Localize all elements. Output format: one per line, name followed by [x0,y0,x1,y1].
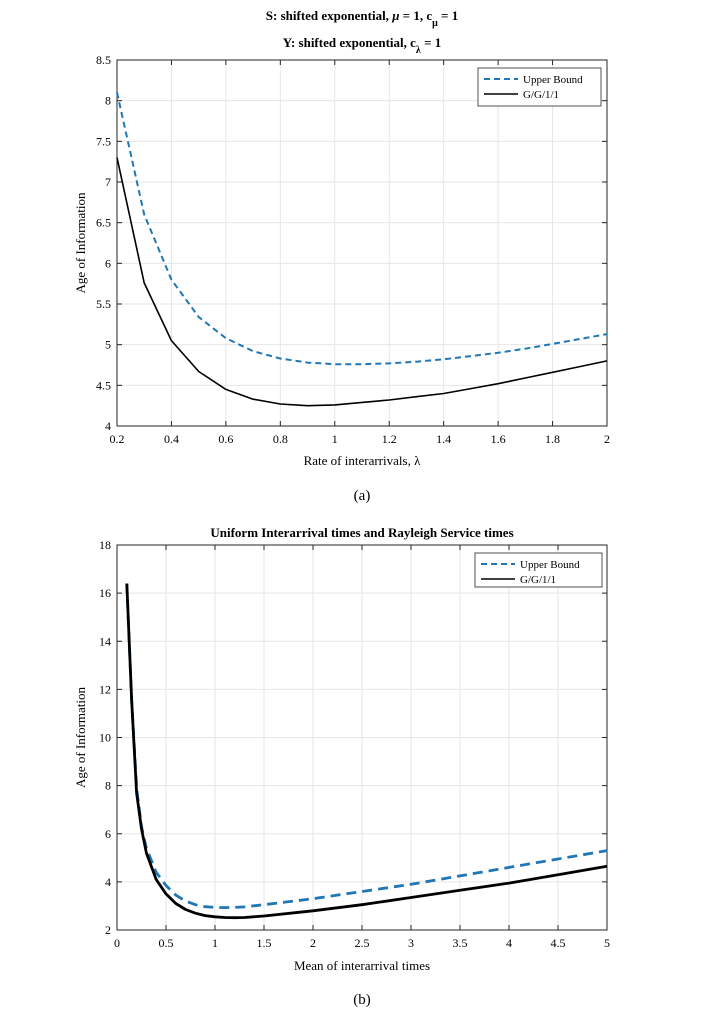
chart-a-y-tick-label: 7 [105,175,111,189]
chart-b-legend-label: G/G/1/1 [520,574,556,586]
chart-b-x-tick-label: 0.5 [159,936,174,950]
chart-a-y-tick-label: 4 [105,419,111,433]
chart-a-legend-box [477,67,602,107]
chart-a-x-tick-label: 1 [332,432,338,446]
chart-b-y-tick-label: 12 [99,682,111,696]
chart-a-series-line-upper-bound [116,92,608,366]
chart-b-y-axis-label: Age of Information [73,686,88,788]
chart-b-y-tick-label: 4 [105,875,111,889]
chart-b-y-tick-label: 14 [99,634,111,648]
chart-b-x-tick-label: 1.5 [257,936,272,950]
chart-a-caption: (a) [354,488,371,504]
chart-b-x-tick-label: 2 [310,936,316,950]
chart-b-x-tick-label: 4 [506,936,512,950]
chart-b-x-tick-label: 3 [408,936,414,950]
chart-b-y-tick-label: 2 [105,923,111,937]
chart-b-y-tick-label: 6 [105,827,111,841]
chart-a-x-tick-label: 1.6 [491,432,506,446]
chart-a-x-tick-label: 1.2 [382,432,397,446]
chart-b-title: Uniform Interarrival times and Rayleigh … [210,525,513,540]
chart-b-x-axis-label: Mean of interarrival times [294,958,430,973]
chart-a-x-tick-label: 1.4 [436,432,451,446]
chart-a: 0.2 0.4 0.6 0.8 1 1.2 1.4 1.6 1.8 2 4 4.5 5 5.5 6 6.5 7 7… [73,53,610,504]
chart-a-y-tick-label: 8.5 [96,53,111,67]
chart-b: 0 0.5 1 1.5 2 2.5 3 3.5 4 4.5 5 2 4 6 8 10 12 14 16 18 Mean … [73,538,610,1008]
chart-a-plot-frame [116,59,608,427]
chart-a-series-line-gg11 [116,157,608,407]
chart-a-title-line-2: Y: shifted exponential, cλ = 1 [283,35,441,56]
chart-a-legend-label: G/G/1/1 [523,89,559,101]
chart-a-x-tick-label: 0.2 [110,432,125,446]
chart-b-x-tick-label: 3.5 [453,936,468,950]
chart-a-x-tick-label: 0.4 [164,432,179,446]
chart-b-x-tick-label: 5 [604,936,610,950]
chart-a-x-tick-label: 0.6 [218,432,233,446]
chart-a-x-tick-label: 1.8 [545,432,560,446]
chart-a-y-tick-label: 5.5 [96,297,111,311]
chart-a-y-tick-label: 6.5 [96,216,111,230]
chart-b-y-tick-label: 8 [105,779,111,793]
chart-b-x-tick-label: 0 [114,936,120,950]
chart-a-x-axis-label: Rate of interarrivals, λ [304,453,421,468]
chart-b-legend-label: Upper Bound [520,559,580,571]
chart-a-title-line-1: S: shifted exponential, μ = 1, cμ = 1 [266,8,458,29]
chart-b-series-line-gg11 [125,583,608,920]
chart-b-y-tick-label: 18 [99,538,111,552]
chart-b-x-tick-label: 4.5 [551,936,566,950]
chart-a-y-axis-label: Age of Information [73,192,88,294]
chart-a-x-tick-label: 0.8 [273,432,288,446]
chart-a-y-tick-label: 7.5 [96,134,111,148]
chart-a-y-tick-label: 4.5 [96,378,111,392]
chart-b-legend-box [474,552,603,588]
chart-b-series-line-upper-bound [125,583,608,909]
chart-a-y-tick-label: 6 [105,256,111,270]
chart-a-y-tick-label: 5 [105,338,111,352]
chart-b-y-tick-label: 10 [99,731,111,745]
chart-a-y-tick-label: 8 [105,94,111,108]
chart-b-caption: (b) [353,992,371,1008]
chart-b-x-tick-label: 2.5 [355,936,370,950]
chart-b-x-tick-label: 1 [212,936,218,950]
chart-a-legend-label: Upper Bound [523,74,583,86]
chart-a-x-tick-label: 2 [604,432,610,446]
chart-b-y-tick-label: 16 [99,586,111,600]
